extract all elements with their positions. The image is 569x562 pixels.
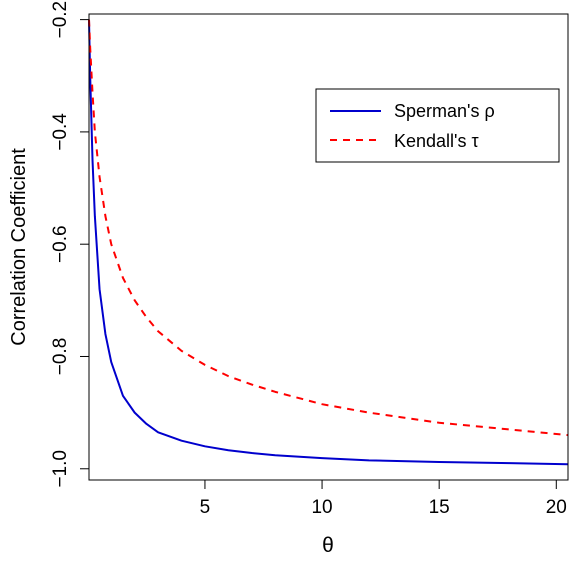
- legend-label-spermans-rho: Sperman's ρ: [394, 101, 495, 121]
- y-axis: −1.0 −0.8 −0.6 −0.4 −0.2: [50, 1, 90, 488]
- series-line-spermans-rho: [88, 19, 569, 466]
- y-tick-label: −0.4: [50, 113, 71, 151]
- series-layer: [88, 19, 569, 466]
- y-tick-label: −0.8: [50, 338, 71, 376]
- legend-box: [315, 88, 560, 163]
- y-tick-label: −0.6: [50, 225, 71, 263]
- x-tick-label: 20: [546, 497, 567, 518]
- y-tick-label: −0.2: [50, 1, 71, 39]
- series-line-kendalls-tau: [88, 19, 569, 437]
- x-axis: 5 10 15 20: [200, 479, 567, 518]
- x-tick-label: 10: [311, 497, 332, 518]
- x-axis-label: θ: [322, 534, 334, 557]
- x-tick-label: 5: [200, 497, 211, 518]
- x-tick-label: 15: [429, 497, 450, 518]
- legend: Sperman's ρ Kendall's τ: [315, 88, 560, 163]
- y-tick-label: −1.0: [50, 450, 71, 488]
- legend-label-kendalls-tau: Kendall's τ: [394, 131, 479, 151]
- y-axis-label: Correlation Coefficient: [8, 148, 30, 346]
